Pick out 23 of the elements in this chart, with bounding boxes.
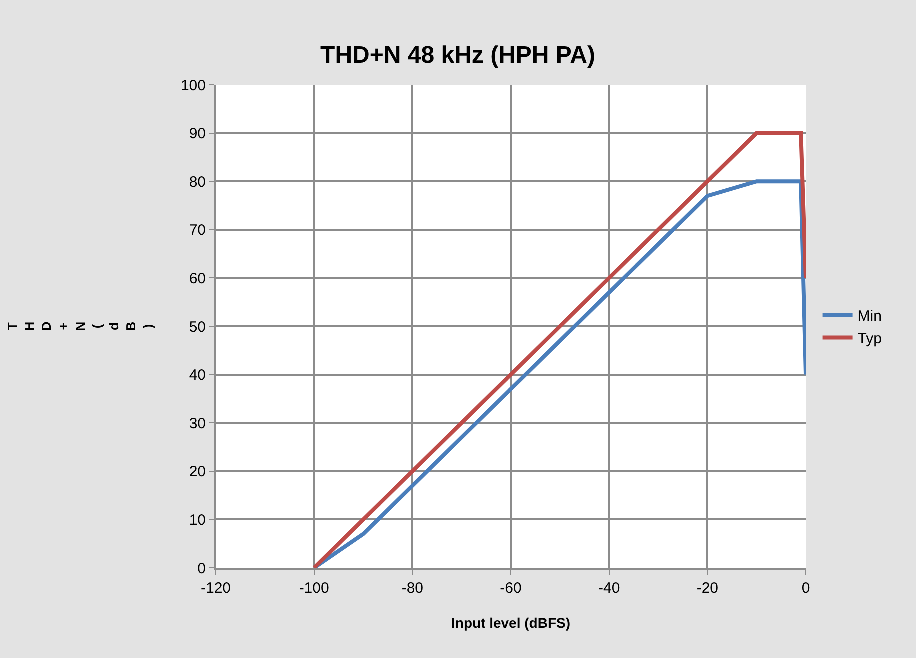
y-tick-label: 20 — [189, 464, 206, 481]
y-tick-label: 90 — [189, 126, 206, 143]
x-tick-label: -80 — [402, 580, 424, 597]
y-tick-label: 10 — [189, 512, 206, 529]
y-tick-label: 50 — [189, 318, 206, 336]
legend-label: Typ — [858, 330, 882, 348]
y-tick-label: 30 — [189, 415, 206, 432]
x-tick-label: -60 — [500, 580, 522, 597]
x-tick-label: 0 — [802, 580, 810, 597]
y-tick-label: 0 — [198, 560, 206, 578]
x-tick-label: -120 — [200, 580, 232, 597]
x-tick-label: -100 — [299, 580, 330, 597]
chart-title: THD+N 48 kHz (HPH PA) — [320, 42, 596, 69]
y-tick-label: 80 — [189, 174, 206, 191]
y-tick-label: 100 — [180, 77, 206, 94]
y-tick-label: 40 — [189, 367, 206, 384]
y-tick-label: 70 — [189, 222, 206, 240]
x-tick-label: -20 — [696, 580, 719, 597]
x-axis-title: Input level (dBFS) — [452, 614, 570, 631]
legend-label: Min — [858, 308, 882, 326]
text: THD+N (dB) — [5, 322, 156, 332]
x-tick-label: -40 — [598, 580, 620, 597]
y-tick-label: 60 — [189, 270, 206, 288]
